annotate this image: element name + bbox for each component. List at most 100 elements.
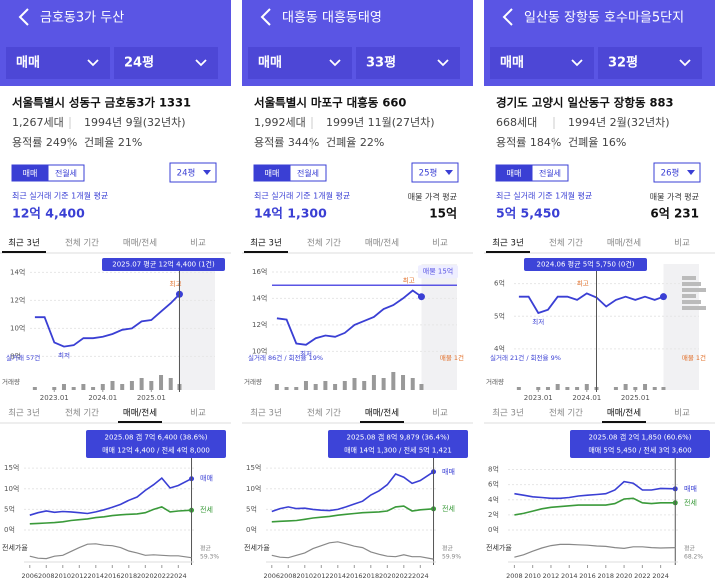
tab-underline (244, 251, 288, 253)
toggle-label: 매매 (507, 169, 522, 178)
x-tick-label: 2023.01 (524, 394, 553, 402)
tab[interactable]: 비교 (432, 409, 448, 419)
volume-bar (32, 387, 37, 390)
tab[interactable]: 전체 기간 (65, 408, 99, 419)
dropdown[interactable] (248, 47, 352, 79)
x-tick-label: 2016 (346, 572, 363, 580)
avg-label: 최근 실거래 기준 1개월 평균 (12, 191, 108, 201)
ratio-line (29, 543, 192, 560)
y-tick-label: 5억 (494, 312, 505, 320)
back-button[interactable] (260, 8, 271, 26)
y-tick-label: 0억 (4, 526, 15, 534)
tab[interactable]: 최근 3년 (492, 238, 524, 249)
y-tick-label: 14억 (252, 294, 267, 302)
listing-bar (682, 282, 701, 286)
tab[interactable]: 전체 기간 (307, 408, 341, 419)
x-tick-label: 2018 (121, 572, 138, 580)
tab[interactable]: 최근 3년 (492, 408, 524, 419)
tab[interactable]: 최근 3년 (8, 238, 40, 249)
ratio-label: 전세가율 (2, 543, 28, 552)
info: 1999년 11월(27년차) (326, 116, 435, 129)
volume-bar (352, 378, 357, 390)
size-select[interactable] (411, 162, 459, 183)
info: 건폐율 22% (326, 136, 384, 149)
volume-bar (159, 375, 164, 390)
last-point (659, 293, 667, 301)
info: 용적률 344% (254, 136, 319, 149)
volume-bar (274, 384, 279, 390)
series-line (29, 506, 192, 525)
size-select-value: 24평 (177, 168, 196, 179)
x-tick-label: 2025.01 (137, 394, 166, 402)
tooltip: 2024.06 평균 5억 5,750 (0건) (536, 260, 634, 269)
x-tick-label: 2014 (561, 572, 578, 580)
tab[interactable]: 비교 (674, 239, 690, 249)
back-button[interactable] (18, 8, 29, 26)
volume-bar (342, 381, 347, 390)
back-button[interactable] (502, 8, 513, 26)
tab[interactable]: 비교 (432, 239, 448, 249)
tab[interactable]: 매매/전세 (365, 238, 399, 249)
toggle-button[interactable] (531, 164, 569, 182)
tab[interactable]: 최근 3년 (8, 408, 40, 419)
tab[interactable]: 매매/전세 (365, 408, 399, 419)
dropdown[interactable] (6, 47, 110, 79)
tooltip: 2025.08 갭 7억 6,400 (38.6%) (105, 434, 208, 442)
tab[interactable]: 매매/전세 (123, 408, 157, 419)
x-tick-label: 2010 (55, 572, 72, 580)
tooltip: 2025.07 평균 12억 4,400 (1건) (112, 260, 215, 269)
tab[interactable]: 매매/전세 (607, 238, 641, 249)
size-select[interactable] (169, 162, 217, 183)
dropdown[interactable] (114, 47, 218, 79)
toggle-label: 매매 (265, 169, 280, 178)
tab-underline (486, 251, 530, 253)
y-tick-label: 10억 (10, 324, 25, 332)
dropdown[interactable] (598, 47, 702, 79)
volume-label: 거래량 (244, 377, 262, 386)
tab[interactable]: 전체 기간 (65, 238, 99, 249)
toggle-button[interactable] (289, 164, 327, 182)
tab[interactable]: 최근 3년 (250, 238, 282, 249)
info: 건폐율 21% (84, 136, 142, 149)
tab[interactable]: 매매/전세 (123, 238, 157, 249)
ratio-line (271, 541, 434, 560)
tooltip: 매매 12억 4,400 / 전세 4억 8,000 (102, 446, 210, 455)
tab[interactable]: 최근 3년 (250, 408, 282, 419)
volume-bar (652, 387, 657, 390)
toggle-label: 전월세 (539, 168, 561, 178)
tab-underline (602, 421, 646, 423)
x-tick-label: 2025.01 (621, 394, 650, 402)
tab[interactable]: 비교 (190, 409, 206, 419)
size-select-value: 26평 (661, 168, 680, 179)
x-tick-label: 2024 (652, 572, 669, 580)
series-name: 전세 (442, 504, 455, 513)
volume-bar (284, 387, 289, 390)
size-select-value: 25평 (419, 168, 438, 179)
volume-bar (545, 387, 550, 390)
toggle-button[interactable] (47, 164, 85, 182)
tab[interactable]: 전체 기간 (549, 408, 583, 419)
dropdown[interactable] (356, 47, 460, 79)
tab[interactable]: 전체 기간 (307, 238, 341, 249)
tab-underline (360, 421, 404, 423)
tab[interactable]: 비교 (674, 409, 690, 419)
x-tick-label: 2006 (264, 572, 281, 580)
caret (203, 170, 211, 175)
series-name: 매매 (200, 475, 213, 483)
avg-price: 5억 5,450 (496, 206, 560, 221)
size-select[interactable] (653, 162, 701, 183)
listing-bar (682, 300, 701, 304)
dropdown[interactable] (490, 47, 594, 79)
x-tick-label: 2008 (280, 572, 297, 580)
tab[interactable]: 비교 (190, 239, 206, 249)
tab[interactable]: 전체 기간 (549, 238, 583, 249)
low-label: 실거래 21건 / 회전율 9% (490, 353, 561, 362)
tab[interactable]: 매매/전세 (607, 408, 641, 419)
x-tick-label: 2022 (396, 572, 413, 580)
dropdown-value: 32평 (608, 55, 638, 71)
x-tick-label: 2018 (363, 572, 380, 580)
tooltip: 2025.08 갭 8억 9,879 (36.4%) (347, 434, 450, 442)
ratio-avg: 59.9% (442, 554, 461, 561)
y-tick-label: 4억 (494, 345, 505, 353)
x-tick-label: 2010 (524, 572, 541, 580)
